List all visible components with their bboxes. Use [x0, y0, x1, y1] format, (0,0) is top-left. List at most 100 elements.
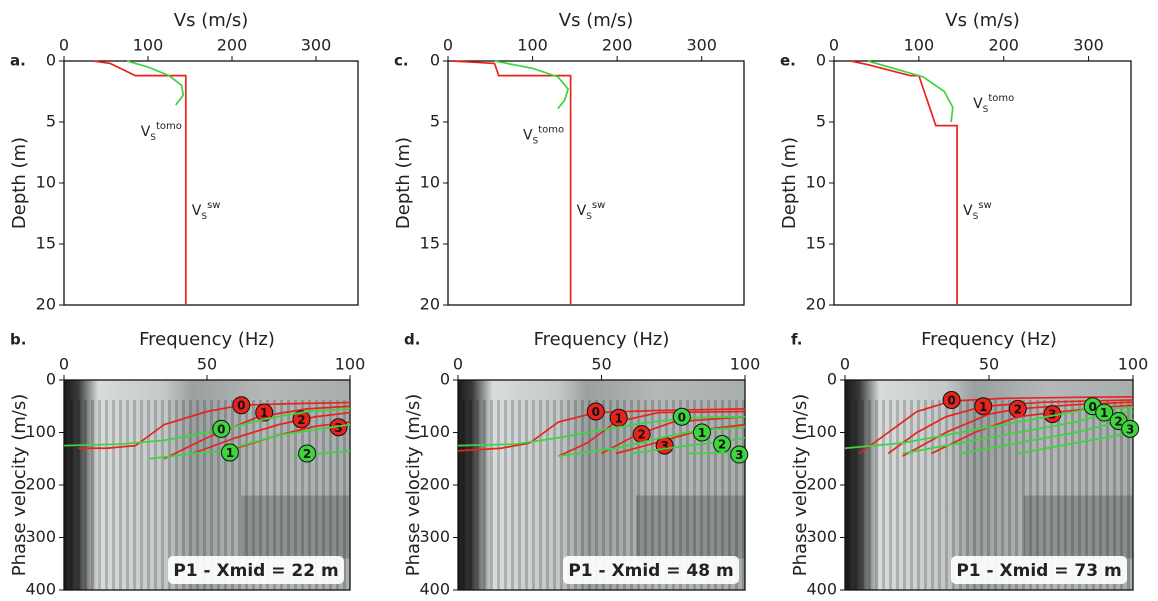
curve-label: VSsw [577, 200, 606, 222]
y-axis-title: Depth (m) [779, 137, 800, 229]
panel-label: e. [780, 52, 796, 70]
series-line [63, 408, 351, 447]
x-tick-label: 100 [904, 36, 935, 55]
mode-marker [298, 444, 317, 463]
mode-label: 2 [718, 438, 726, 452]
x-tick-label: 100 [335, 355, 366, 374]
y-tick-label: 100 [806, 422, 837, 441]
x-tick-label: 100 [517, 36, 548, 55]
x-tick-label: 0 [59, 36, 69, 55]
series-line [630, 436, 746, 455]
x-axis-title: Frequency (Hz) [534, 329, 670, 350]
curve-label-sup: sw [978, 200, 991, 211]
mode-label: 1 [260, 406, 268, 420]
y-tick-label: 0 [827, 370, 837, 389]
x-tick-label: 0 [453, 355, 463, 374]
curve-label-sub: S [983, 105, 989, 115]
mode-label: 0 [217, 422, 225, 436]
y-tick-label: 100 [419, 422, 450, 441]
mode-marker [730, 445, 749, 464]
mode-label: 0 [678, 410, 686, 424]
mode-label: 1 [226, 446, 234, 460]
x-tick-label: 300 [301, 36, 332, 55]
mode-label: 3 [334, 421, 342, 435]
x-tick-label: 100 [730, 355, 761, 374]
mode-label: 1 [698, 426, 706, 440]
curve-label-main: V [973, 96, 983, 112]
curve-label: VStomo [523, 125, 564, 147]
x-tick-label: 0 [443, 36, 453, 55]
curve-label-sub: S [586, 212, 592, 222]
curve-label: VStomo [973, 93, 1014, 115]
annotation-box [168, 556, 344, 584]
series-line [850, 60, 958, 305]
y-tick-label: 0 [46, 51, 56, 70]
curve-label-sub: S [201, 212, 207, 222]
plot-frame [63, 60, 359, 306]
curve-label-main: V [192, 203, 202, 219]
mode-marker [942, 390, 961, 409]
x-tick-label: 100 [1118, 355, 1149, 374]
annotation-box [951, 556, 1127, 584]
y-tick-label: 5 [816, 112, 826, 131]
series-line [494, 60, 570, 110]
series-line [452, 60, 572, 305]
curve-label-sup: sw [592, 200, 605, 211]
mode-label: 3 [1126, 422, 1134, 436]
x-tick-label: 0 [840, 355, 850, 374]
y-tick-label: 300 [806, 527, 837, 546]
curve-label-sup: tomo [988, 93, 1014, 104]
dispersion-dark-band [241, 495, 350, 559]
mode-marker [586, 402, 605, 421]
curve-label-sub: S [150, 132, 156, 142]
mode-marker [672, 407, 691, 426]
curve-label: VSsw [192, 200, 221, 222]
mode-label: 2 [1114, 414, 1122, 428]
dispersion-dark-band [1023, 495, 1133, 559]
curve-label-sub: S [533, 136, 539, 146]
curve-label-sub: S [973, 212, 979, 222]
y-tick-label: 10 [36, 173, 56, 192]
series-line [192, 411, 351, 455]
x-tick-label: 0 [829, 36, 839, 55]
curve-label-sup: tomo [156, 121, 182, 132]
y-tick-label: 400 [419, 580, 450, 599]
x-axis-title: Vs (m/s) [945, 10, 1019, 31]
y-tick-label: 10 [806, 173, 826, 192]
mode-label: 0 [592, 405, 600, 419]
series-line [93, 60, 187, 305]
x-tick-label: 50 [197, 355, 217, 374]
y-tick-label: 5 [430, 112, 440, 131]
y-tick-label: 200 [806, 475, 837, 494]
curve-label-sup: tomo [538, 125, 564, 136]
mode-marker [1121, 419, 1140, 438]
y-axis-title: Depth (m) [393, 137, 414, 229]
curve-label-main: V [577, 203, 587, 219]
series-line [887, 399, 1134, 455]
x-tick-label: 50 [591, 355, 611, 374]
y-tick-label: 0 [46, 370, 56, 389]
x-tick-label: 200 [988, 36, 1019, 55]
curve-label-main: V [141, 124, 151, 140]
annotation: P1 - Xmid = 48 m [568, 561, 733, 581]
curve-label: VSsw [963, 200, 992, 222]
y-axis-title: Phase velocity (m/s) [9, 394, 30, 577]
x-axis-title: Frequency (Hz) [139, 329, 275, 350]
series-line [558, 426, 746, 457]
y-tick-label: 15 [420, 234, 440, 253]
mode-label: 0 [237, 399, 245, 413]
mode-label: 1 [979, 400, 987, 414]
x-tick-label: 200 [602, 36, 633, 55]
y-tick-label: 200 [25, 475, 56, 494]
x-axis-title: Vs (m/s) [559, 10, 633, 31]
y-tick-label: 100 [25, 422, 56, 441]
x-tick-label: 300 [1073, 36, 1104, 55]
series-line [126, 60, 185, 106]
panel-label: c. [394, 52, 409, 70]
series-group [452, 60, 572, 305]
